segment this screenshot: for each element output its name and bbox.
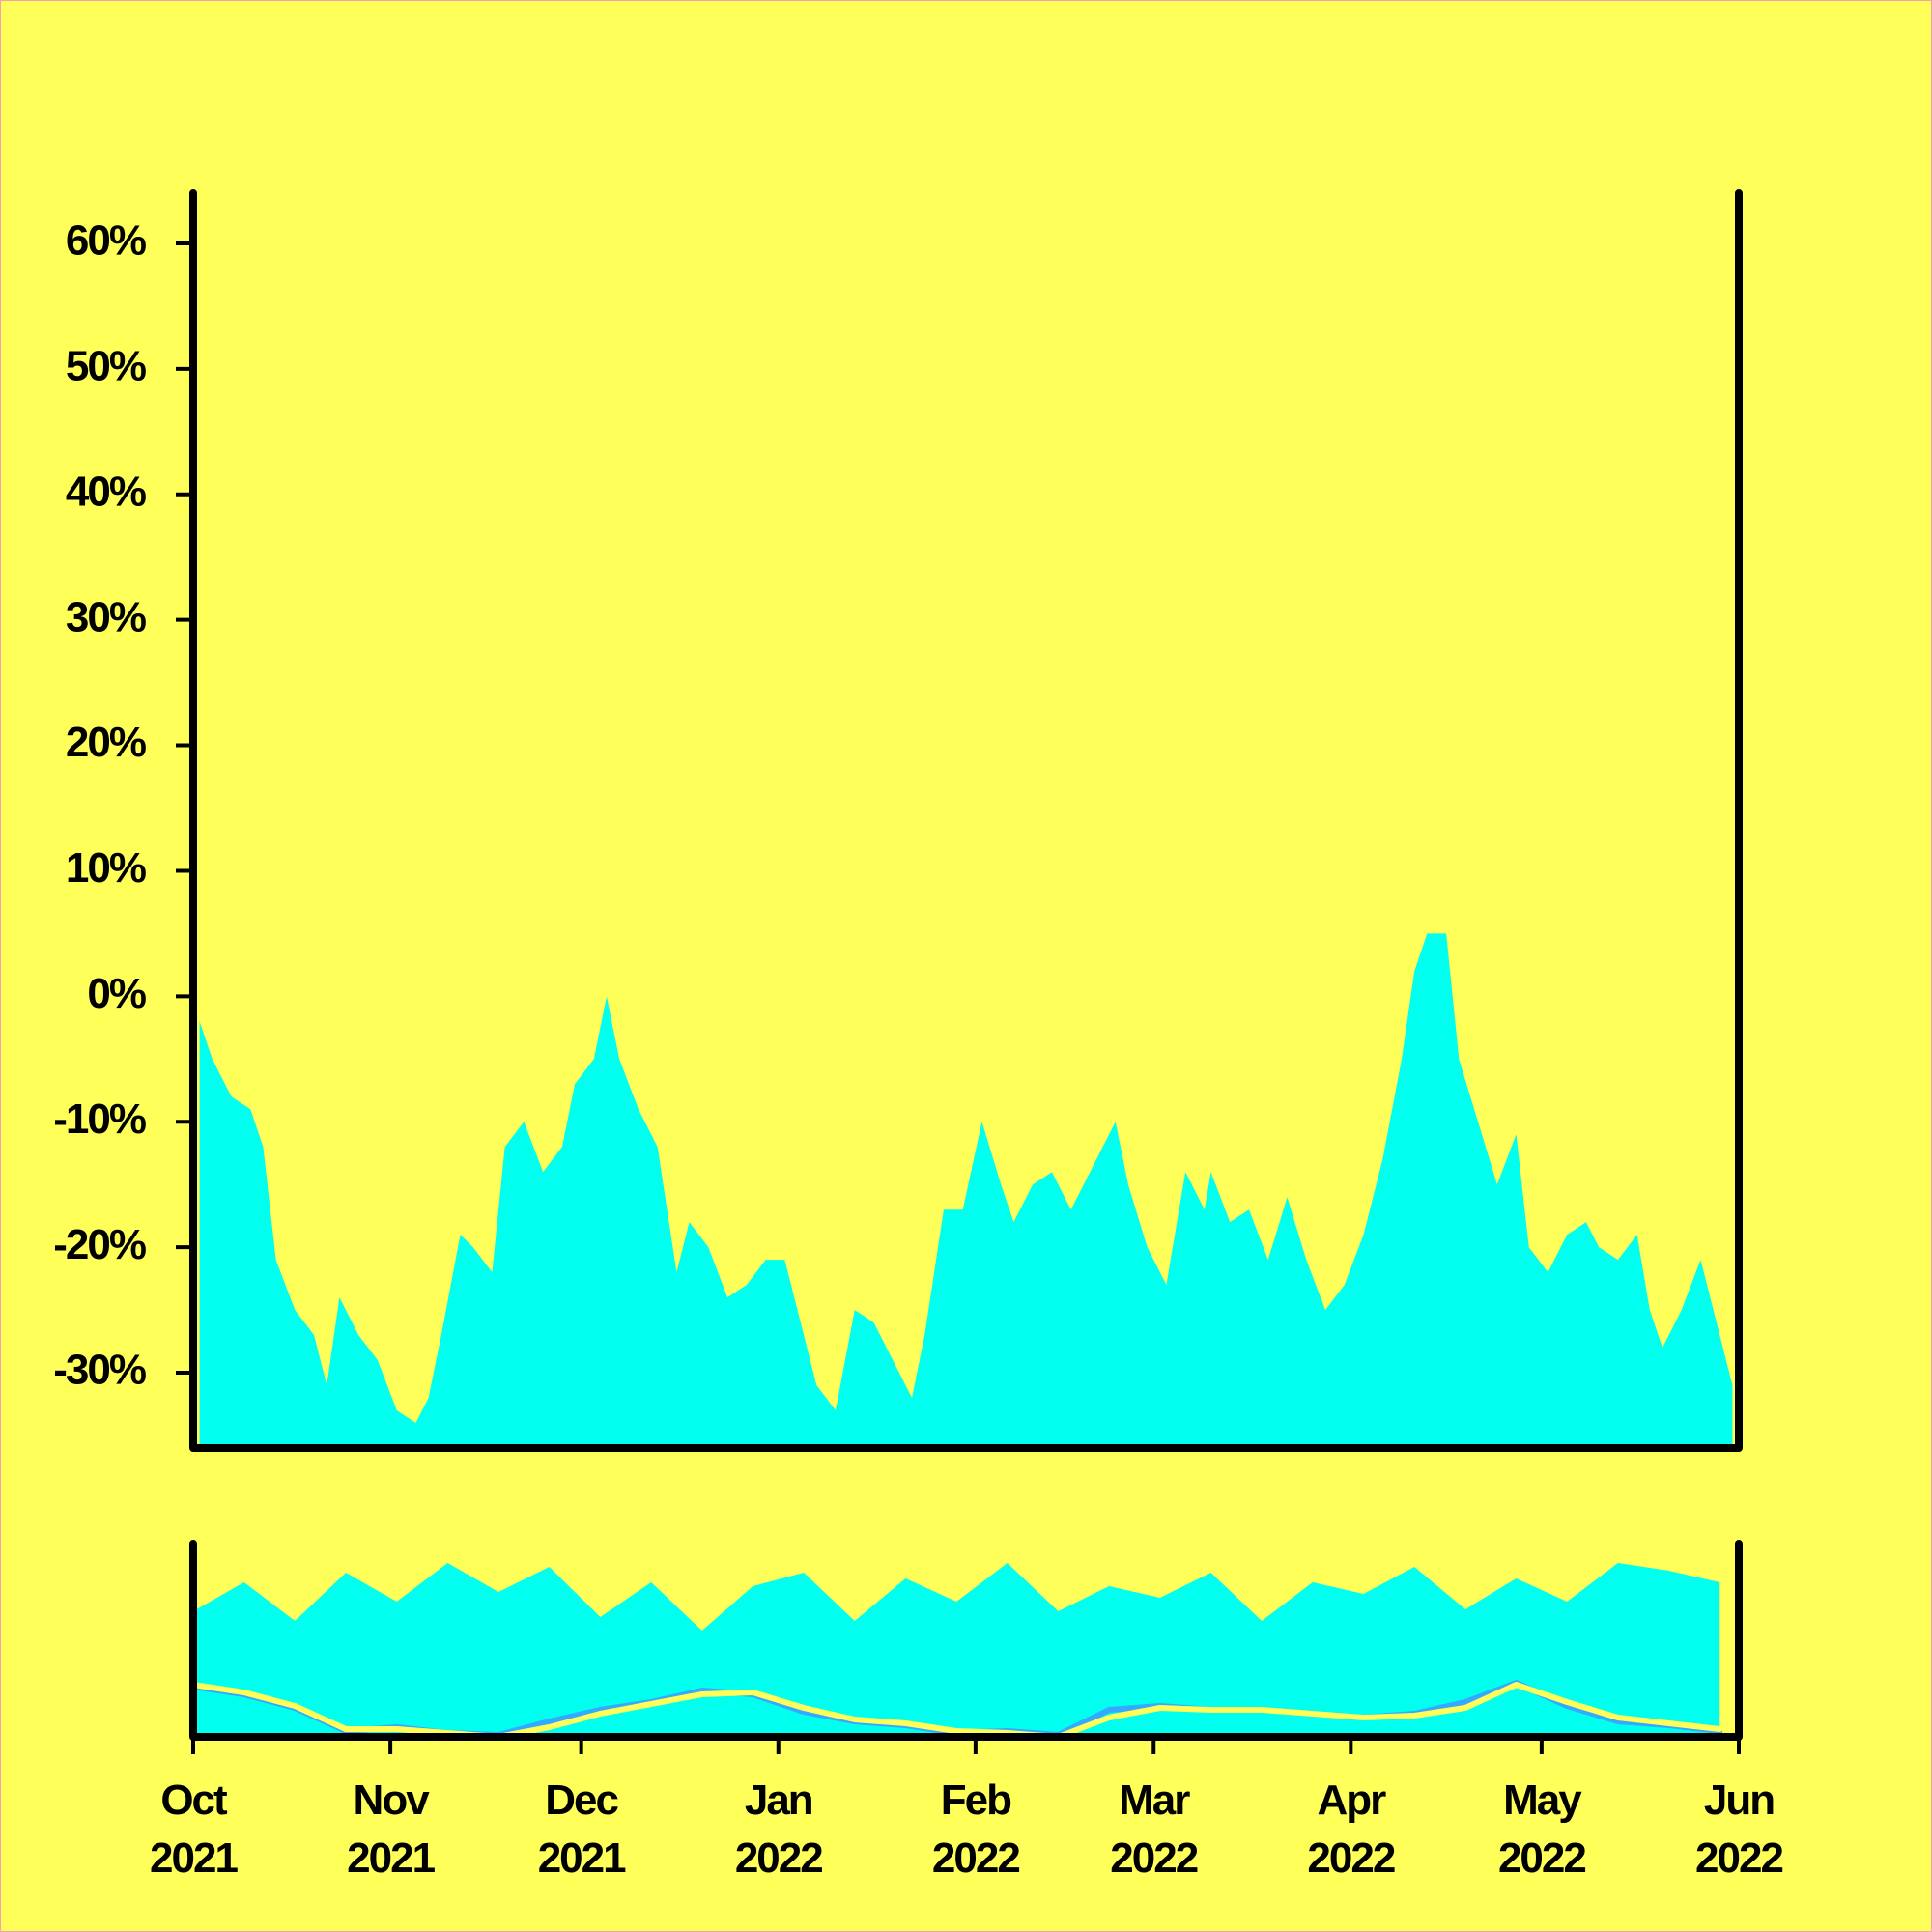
- x-tick-label-line: 2021: [347, 1834, 435, 1882]
- x-tick-label-line: Oct: [160, 1776, 228, 1824]
- x-tick-label-line: 2021: [538, 1834, 626, 1882]
- y-tick-label: -30%: [53, 1347, 146, 1394]
- x-tick-label-line: 2022: [1307, 1834, 1394, 1882]
- x-tick-label: Apr 2022: [1307, 1776, 1394, 1882]
- y-tick-label: 60%: [66, 217, 146, 265]
- x-tick-label-line: 2022: [1498, 1834, 1585, 1882]
- x-tick-label-line: Feb: [941, 1776, 1011, 1824]
- x-tick-label: Dec 2021: [538, 1776, 626, 1882]
- y-tick-label: 20%: [66, 719, 146, 766]
- x-tick-label-line: 2022: [735, 1834, 822, 1882]
- area: [199, 933, 1733, 1448]
- y-tick-label: 50%: [66, 342, 146, 389]
- area: [193, 1563, 1720, 1737]
- x-tick-label: Nov 2021: [347, 1776, 435, 1882]
- x-tick-label-line: Mar: [1119, 1776, 1190, 1824]
- x-tick-label: Oct 2021: [150, 1776, 238, 1882]
- x-tick-label-line: May: [1503, 1776, 1582, 1824]
- axis-frame: [189, 1540, 1743, 1741]
- x-tick-label-line: Jan: [745, 1776, 812, 1824]
- x-tick-label-line: Apr: [1317, 1776, 1386, 1824]
- x-tick-label: Jan 2022: [735, 1776, 822, 1882]
- y-tick-label: 0%: [87, 970, 145, 1017]
- y-tick-label: -10%: [53, 1095, 146, 1143]
- x-tick-label-line: Jun: [1704, 1776, 1774, 1824]
- x-tick-label-line: 2022: [1695, 1834, 1782, 1882]
- x-tick-label: Mar 2022: [1110, 1776, 1197, 1882]
- x-tick-label: Feb 2022: [932, 1776, 1019, 1882]
- y-tick-label: -20%: [53, 1221, 146, 1268]
- x-tick-label-line: 2022: [932, 1834, 1019, 1882]
- x-tick-label: Jun 2022: [1695, 1776, 1782, 1882]
- y-tick-label: 30%: [66, 593, 146, 640]
- y-tick-label: 40%: [66, 468, 146, 515]
- x-tick-label-line: Dec: [545, 1776, 618, 1824]
- x-tick-label-line: 2021: [150, 1834, 238, 1882]
- y-tick-label: 10%: [66, 844, 146, 892]
- x-tick-label-line: 2022: [1110, 1834, 1197, 1882]
- x-tick-label: May 2022: [1498, 1776, 1585, 1882]
- axis-frame: [189, 189, 1743, 1452]
- x-tick-label-line: Nov: [354, 1776, 431, 1824]
